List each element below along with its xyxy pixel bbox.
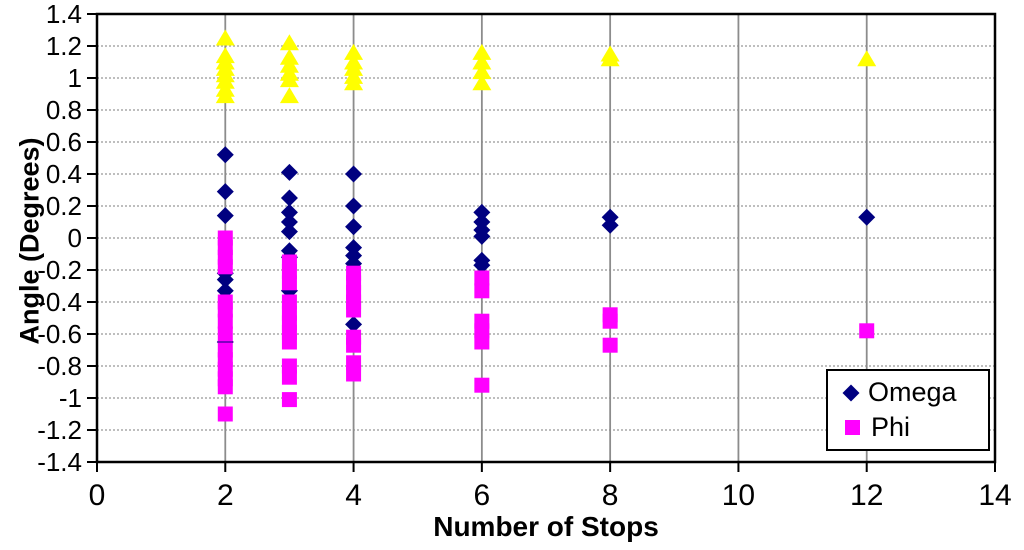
x-axis-title: Number of Stops <box>433 511 659 542</box>
x-tick-label: 0 <box>89 479 106 512</box>
legend-item-phi: Phi <box>845 414 988 441</box>
omega-point <box>216 271 234 289</box>
omega-point <box>280 223 298 241</box>
phi-point <box>217 406 233 422</box>
triangle-point <box>600 50 620 67</box>
omega-point <box>858 208 876 226</box>
x-tick-label: 8 <box>602 479 619 512</box>
phi-point <box>217 313 233 329</box>
phi-point <box>602 337 618 353</box>
legend: Omega Phi <box>826 369 990 451</box>
phi-point <box>346 302 362 318</box>
phi-point <box>859 323 875 339</box>
triangle-point <box>215 87 235 104</box>
y-tick-label: -1.2 <box>37 415 82 445</box>
omega-point <box>280 203 298 221</box>
triangle-point <box>279 48 299 65</box>
triangle-point <box>344 43 364 60</box>
legend-item-omega: Omega <box>842 377 988 407</box>
phi-point <box>474 377 490 393</box>
omega-point <box>473 203 491 221</box>
triangle-point <box>472 74 492 91</box>
omega-point <box>473 256 491 274</box>
phi-point <box>474 334 490 350</box>
phi-point <box>281 369 297 385</box>
phi-point <box>474 270 490 286</box>
y-axis-title: Angle (Degrees) <box>14 137 45 345</box>
phi-point <box>281 392 297 408</box>
y-tick-label: 0.8 <box>46 95 82 125</box>
x-tick-label: 2 <box>217 479 234 512</box>
x-tick-label: 10 <box>722 479 755 512</box>
y-tick-label: -0.4 <box>37 287 82 317</box>
triangle-point <box>279 34 299 51</box>
phi-point <box>346 366 362 382</box>
phi-point <box>281 275 297 291</box>
phi-point <box>602 313 618 329</box>
omega-point <box>216 146 234 164</box>
y-tick-label: -0.8 <box>37 351 82 381</box>
omega-point <box>345 197 363 215</box>
y-tick-label: -0.6 <box>37 319 82 349</box>
triangle-point <box>279 71 299 88</box>
y-tick-label: 0.4 <box>46 159 82 189</box>
triangle-point <box>215 29 235 46</box>
omega-point <box>216 207 234 225</box>
triangle-point <box>279 87 299 104</box>
y-tick-label: 0.6 <box>46 127 82 157</box>
omega-point <box>473 227 491 245</box>
omega-point <box>601 216 619 234</box>
phi-square-icon <box>845 420 860 435</box>
triangle-point <box>857 50 877 67</box>
phi-point <box>474 283 490 299</box>
triangle-point <box>472 63 492 80</box>
phi-point <box>217 326 233 342</box>
x-tick-label: 6 <box>474 479 491 512</box>
omega-point <box>280 213 298 231</box>
y-tick-label: -0.2 <box>37 255 82 285</box>
y-tick-label: -1.4 <box>37 447 82 477</box>
legend-label-phi: Phi <box>871 412 911 442</box>
y-tick-label: 1.4 <box>46 0 82 29</box>
omega-point <box>280 189 298 207</box>
x-tick-label: 14 <box>978 479 1011 512</box>
omega-point <box>345 165 363 183</box>
phi-point <box>217 379 233 395</box>
phi-point <box>346 337 362 353</box>
omega-point <box>280 163 298 181</box>
y-tick-label: 1 <box>68 63 82 93</box>
phi-point <box>217 259 233 275</box>
y-tick-label: 0 <box>68 223 82 253</box>
omega-point <box>345 315 363 333</box>
y-tick-label: 1.2 <box>46 31 82 61</box>
y-tick-label: 0.2 <box>46 191 82 221</box>
x-tick-label: 4 <box>345 479 362 512</box>
triangle-point <box>472 43 492 60</box>
triangle-point <box>344 74 364 91</box>
omega-point <box>216 183 234 201</box>
x-tick-label: 12 <box>850 479 883 512</box>
y-tick-label: -1 <box>59 383 82 413</box>
phi-point <box>281 334 297 350</box>
triangle-point <box>472 53 492 70</box>
omega-point <box>345 218 363 236</box>
omega-diamond-icon <box>842 384 860 401</box>
legend-label-omega: Omega <box>868 377 957 407</box>
